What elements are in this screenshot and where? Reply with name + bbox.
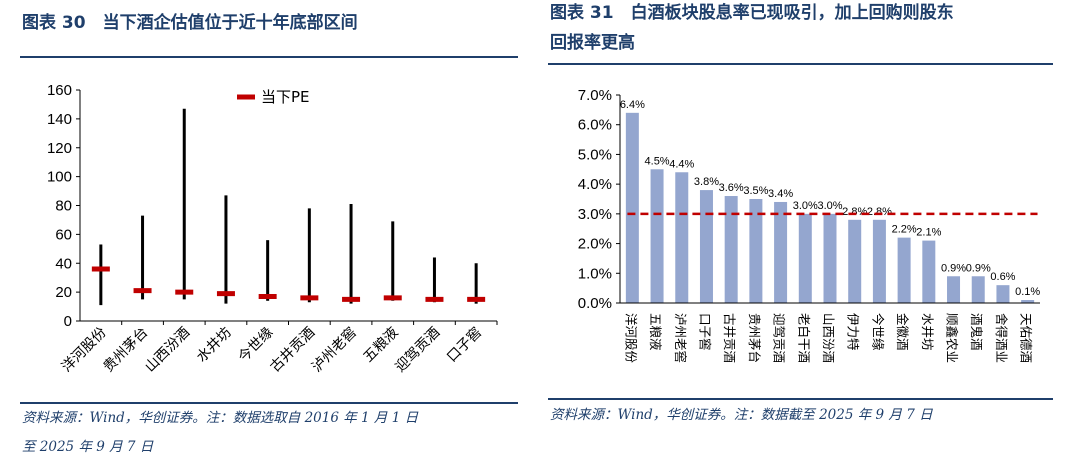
x-category-label: 天佑德酒 <box>1019 313 1034 363</box>
dividend-bar <box>749 199 763 303</box>
x-category-label: 古井贡酒 <box>267 325 318 376</box>
data-label: 2.8% <box>842 206 867 218</box>
data-label: 3.6% <box>719 182 744 194</box>
dividend-bar <box>774 201 788 303</box>
dividend-bar <box>823 213 837 303</box>
data-label: 2.1% <box>916 227 941 239</box>
x-category-label: 洋河股份 <box>623 313 638 364</box>
right-figure-title-line1: 图表 31 白酒板块股息率已现吸引，加上回购则股东 <box>550 3 954 23</box>
y-tick-label: 6.0% <box>578 117 612 134</box>
dividend-bar <box>971 276 985 303</box>
x-category-label: 迎驾贡酒 <box>772 313 787 363</box>
data-label: 2.2% <box>892 224 917 236</box>
y-tick-label: 7.0% <box>578 87 612 104</box>
dividend-bar <box>625 112 639 303</box>
x-category-label: 金徽酒 <box>895 313 910 351</box>
x-category-label: 泸州老窖 <box>308 324 360 376</box>
dividend-bar <box>947 276 961 303</box>
dividend-bar <box>922 240 936 303</box>
data-label: 6.4% <box>620 99 645 111</box>
dividend-bar <box>650 169 664 303</box>
x-category-label: 贵州茅台 <box>747 313 762 363</box>
dividend-bar <box>798 213 812 303</box>
x-category-label: 五粮液 <box>361 325 402 366</box>
y-tick-label: 5.0% <box>578 146 612 163</box>
data-label: 0.1% <box>1015 286 1040 298</box>
y-tick-label: 4.0% <box>578 176 612 193</box>
data-label: 0.9% <box>966 262 991 274</box>
y-tick-label: 1.0% <box>578 265 612 282</box>
right-panel: 图表 31 白酒板块股息率已现吸引，加上回购则股东 回报率更高 0.0% 1.0%… <box>540 0 1080 470</box>
y-tick-label: 0.0% <box>578 295 612 312</box>
x-category-label: 山西汾酒 <box>821 313 836 363</box>
right-figure-title-line2: 回报率更高 <box>550 33 635 53</box>
data-label: 4.4% <box>669 158 694 170</box>
y-tick-label: 20 <box>55 284 72 301</box>
right-source-note: 资料来源：Wind，华创证券。注：数据截至 2025 年 9 月 7 日 <box>550 407 933 423</box>
data-label: 2.8% <box>867 206 892 218</box>
x-category-label: 五粮液 <box>648 313 663 351</box>
dividend-bar <box>675 172 689 303</box>
y-tick-label: 60 <box>55 226 72 243</box>
y-tick-label: 120 <box>47 140 72 157</box>
y-tick-label: 100 <box>47 169 72 186</box>
x-category-label: 古井贡酒 <box>722 313 737 363</box>
x-category-label: 舍得酒业 <box>994 313 1009 363</box>
left-source-note-line1: 资料来源：Wind，华创证券。注：数据选取自 2016 年 1 月 1 日 <box>22 410 419 426</box>
x-category-label: 水井坊 <box>194 325 235 366</box>
dividend-bar <box>872 219 886 303</box>
x-category-label: 贵州茅台 <box>100 325 151 376</box>
dividend-bar <box>897 237 911 303</box>
x-category-label: 今世缘 <box>870 313 885 351</box>
data-label: 3.5% <box>743 185 768 197</box>
y-tick-label: 140 <box>47 111 72 128</box>
left-panel: 图表 30 当下酒企估值位于近十年底部区间 0 20 40 60 80 100 120 140… <box>20 13 518 455</box>
x-category-label: 迎驾贡酒 <box>392 325 443 376</box>
dividend-yield-chart: 0.0% 1.0% 2.0% 3.0% 4.0% 5.0% 6.0% 7.0% 6.4% 洋河股份… <box>578 87 1041 364</box>
dividend-bar <box>724 196 738 303</box>
y-tick-label: 3.0% <box>578 206 612 223</box>
data-label: 0.6% <box>990 271 1015 283</box>
dividend-bar <box>699 190 713 303</box>
y-tick-label: 80 <box>55 198 72 215</box>
left-source-rule <box>20 402 518 404</box>
dividend-bar <box>996 285 1010 303</box>
x-category-label: 口子窖 <box>443 324 485 366</box>
x-category-label: 水井坊 <box>920 313 935 351</box>
right-source-rule <box>548 398 1053 400</box>
x-category-label: 酒鬼酒 <box>969 313 984 351</box>
y-tick-label: 160 <box>47 82 72 99</box>
x-category-label: 泸州老窖 <box>673 313 688 363</box>
left-source-note-line2: 至 2025 年 9 月 7 日 <box>22 439 154 455</box>
y-tick-label: 2.0% <box>578 236 612 253</box>
data-label: 3.0% <box>793 200 818 212</box>
x-category-label: 口子窖 <box>697 313 712 351</box>
left-title-rule <box>20 56 518 58</box>
data-label: 3.0% <box>817 200 842 212</box>
y-tick-label: 0 <box>64 313 72 330</box>
left-figure-title: 图表 30 当下酒企估值位于近十年底部区间 <box>22 13 358 33</box>
dividend-bar <box>848 219 862 303</box>
y-tick-label: 40 <box>55 255 72 272</box>
data-label: 4.5% <box>645 155 670 167</box>
x-category-label: 今世缘 <box>235 325 276 366</box>
x-category-label: 伊力特 <box>846 313 861 351</box>
data-label: 3.4% <box>768 188 793 200</box>
x-category-label: 山西汾酒 <box>142 325 193 376</box>
x-category-label: 洋河股份 <box>59 325 110 376</box>
data-label: 3.8% <box>694 176 719 188</box>
data-label: 0.9% <box>941 262 966 274</box>
dividend-bar <box>1021 300 1035 303</box>
right-title-rule <box>548 63 1053 65</box>
legend-label: 当下PE <box>261 88 310 106</box>
x-category-label: 顺鑫农业 <box>945 313 960 363</box>
x-category-label: 老白干酒 <box>796 313 811 363</box>
